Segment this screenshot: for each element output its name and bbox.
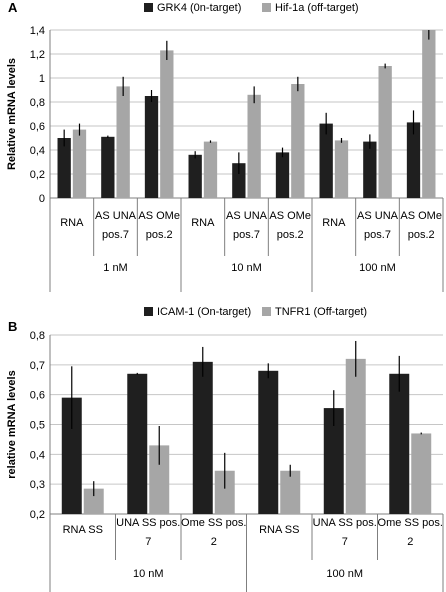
- group-label: 10 nM: [133, 568, 164, 580]
- category-label: AS OMe: [138, 210, 180, 222]
- y-tick-label: 1: [39, 73, 45, 85]
- y-axis-label: relative mRNA levels: [6, 370, 18, 478]
- bar-off-target: [280, 470, 301, 514]
- y-tick-label: 0,2: [30, 509, 45, 521]
- y-tick-label: 0,3: [30, 479, 45, 491]
- y-tick-label: 0,7: [30, 360, 45, 372]
- panel-letter: A: [8, 0, 18, 15]
- bar-on-target: [232, 163, 246, 198]
- panel-letter: B: [8, 319, 17, 334]
- legend-label: TNFR1 (Off-target): [275, 306, 367, 318]
- category-label: RNA SS: [259, 524, 299, 536]
- category-label: pos.2: [277, 229, 304, 241]
- category-label: pos.2: [408, 229, 435, 241]
- category-label: pos.7: [233, 229, 260, 241]
- y-tick-label: 0,5: [30, 420, 45, 432]
- bar-on-target: [323, 408, 344, 514]
- category-label: AS UNA: [95, 210, 137, 222]
- y-tick-label: 0,6: [30, 390, 45, 402]
- legend-label: GRK4 (0n-target): [157, 2, 241, 14]
- bar-on-target: [258, 370, 279, 514]
- bar-on-target: [144, 96, 159, 198]
- y-tick-label: 0,8: [30, 330, 45, 342]
- group-label: 100 nM: [359, 262, 396, 274]
- bar-on-target: [57, 138, 71, 198]
- category-label: pos.7: [102, 229, 129, 241]
- bar-off-target: [116, 86, 130, 198]
- y-tick-label: 0,8: [30, 97, 45, 109]
- category-label: 2: [407, 536, 413, 548]
- category-label: 7: [342, 536, 348, 548]
- category-label: pos.2: [146, 229, 173, 241]
- bar-off-target: [291, 84, 305, 198]
- bar-on-target: [389, 373, 410, 514]
- category-label: RNA: [60, 217, 84, 229]
- y-axis-label: Relative mRNA levels: [6, 58, 18, 170]
- bar-on-target: [61, 397, 82, 514]
- bar-off-target: [160, 50, 174, 199]
- bar-off-target: [214, 470, 235, 514]
- bar-on-target: [192, 361, 213, 514]
- y-tick-label: 0,4: [30, 145, 45, 157]
- category-label: pos.7: [364, 229, 391, 241]
- category-label: AS UNA: [226, 210, 268, 222]
- legend-swatch: [144, 307, 153, 316]
- legend-label: ICAM-1 (On-target): [157, 306, 251, 318]
- y-tick-label: 0,4: [30, 449, 45, 461]
- group-label: 1 nM: [103, 262, 127, 274]
- legend-swatch: [262, 3, 271, 12]
- bar-on-target: [127, 373, 148, 514]
- y-tick-label: 0,6: [30, 121, 45, 133]
- y-tick-label: 0,2: [30, 169, 45, 181]
- category-label: AS OMe: [400, 210, 442, 222]
- bar-on-target: [101, 136, 115, 198]
- category-label: 2: [211, 536, 217, 548]
- bar-off-target: [378, 66, 392, 198]
- group-label: 100 nM: [326, 568, 363, 580]
- legend-swatch: [144, 3, 153, 12]
- category-label: UNA SS pos.: [313, 517, 377, 529]
- bar-off-target: [203, 141, 218, 198]
- category-label: Ome SS pos.: [181, 517, 246, 529]
- y-tick-label: 1,4: [30, 25, 45, 37]
- bar-on-target: [188, 154, 202, 198]
- bar-off-target: [83, 488, 104, 514]
- bar-off-target: [247, 94, 261, 198]
- y-tick-label: 0: [39, 193, 45, 205]
- category-label: RNA: [322, 217, 346, 229]
- category-label: RNA: [191, 217, 215, 229]
- category-label: Ome SS pos.: [378, 517, 443, 529]
- category-label: AS UNA: [357, 210, 399, 222]
- y-tick-label: 1,2: [30, 49, 45, 61]
- bar-on-target: [406, 122, 421, 198]
- legend-label: Hif-1a (off-target): [275, 2, 359, 14]
- category-label: AS OMe: [269, 210, 311, 222]
- category-label: UNA SS pos.: [116, 517, 180, 529]
- bar-off-target: [345, 358, 366, 514]
- legend-swatch: [262, 307, 271, 316]
- bar-off-target: [334, 140, 349, 198]
- bar-off-target: [149, 445, 170, 514]
- category-label: RNA SS: [63, 524, 103, 536]
- bar-off-target: [72, 129, 87, 198]
- category-label: 7: [145, 536, 151, 548]
- bar-off-target: [411, 433, 432, 514]
- group-label: 10 nM: [231, 262, 262, 274]
- bar-on-target: [363, 141, 377, 198]
- bar-on-target: [319, 123, 333, 198]
- bar-on-target: [275, 152, 290, 198]
- bar-off-target: [422, 30, 436, 198]
